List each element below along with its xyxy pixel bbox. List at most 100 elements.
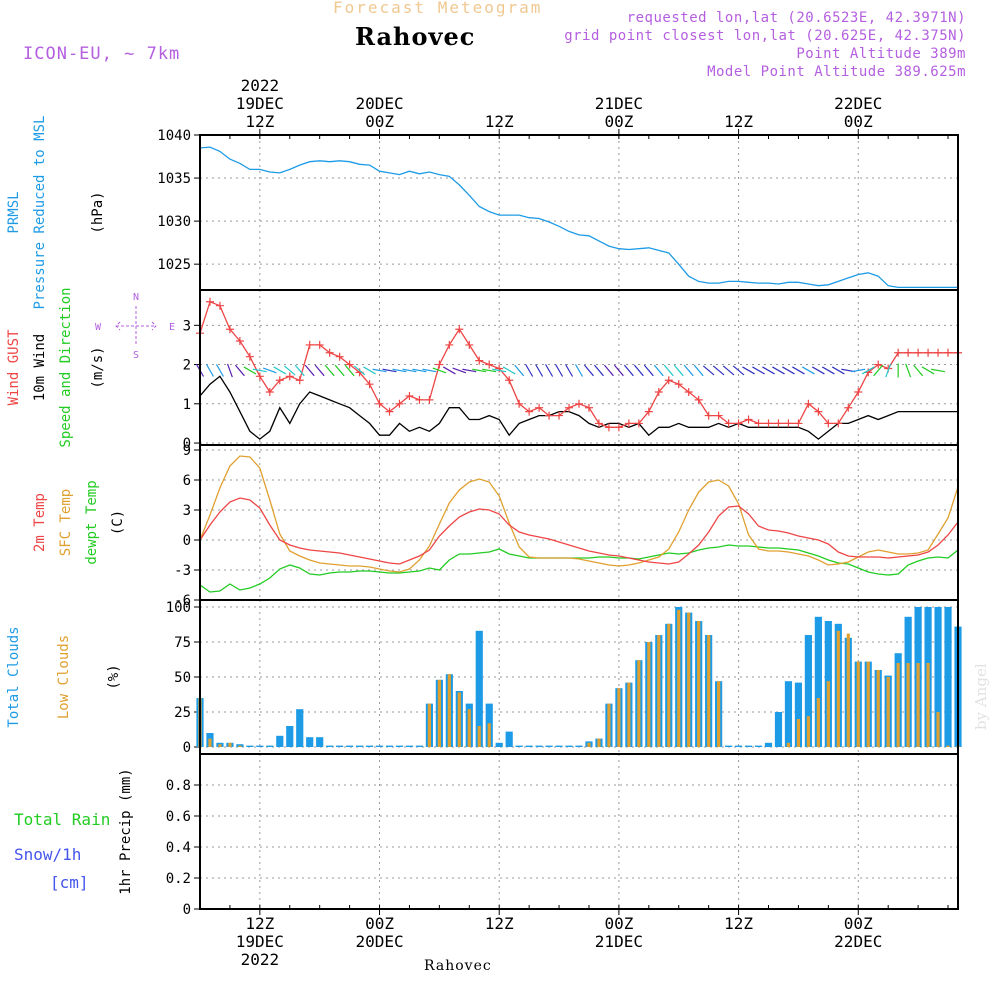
gust-marker bbox=[694, 395, 703, 404]
requested-coords: requested lon,lat (20.6523E, 42.3971N) bbox=[626, 10, 966, 26]
gust-marker bbox=[814, 407, 823, 416]
wind-arrow bbox=[555, 364, 564, 377]
y-tick-label: 100 bbox=[166, 600, 191, 616]
wind-arrow bbox=[603, 364, 614, 377]
total-cloud-bar bbox=[306, 737, 314, 747]
total-cloud-bar bbox=[346, 745, 354, 747]
gust-marker bbox=[215, 301, 224, 310]
panel-frame bbox=[199, 289, 959, 446]
y-tick-label: 0.2 bbox=[166, 871, 191, 887]
low-cloud-bar bbox=[607, 703, 611, 747]
gust-marker bbox=[684, 388, 693, 397]
panel-label: dewpt Temp bbox=[84, 480, 100, 564]
total-cloud-bar bbox=[375, 745, 384, 747]
total-cloud-bar bbox=[286, 726, 294, 747]
gust-marker bbox=[654, 388, 663, 397]
y-tick-label: 3 bbox=[183, 503, 191, 519]
product-title: Forecast Meteogram bbox=[333, 0, 543, 17]
bottom-time-label: 12Z bbox=[485, 914, 514, 933]
y-tick-label: 0 bbox=[183, 436, 191, 452]
wind-arrow bbox=[693, 364, 704, 377]
bottom-time-label: 12Z bbox=[724, 914, 753, 933]
gust-marker bbox=[515, 399, 524, 408]
wind-arrow bbox=[931, 368, 946, 373]
total-cloud-bar bbox=[505, 731, 513, 747]
gust-marker bbox=[904, 348, 913, 357]
wind-arrow bbox=[304, 364, 315, 377]
gust-marker bbox=[794, 419, 803, 428]
y-tick-label: 0.4 bbox=[166, 840, 191, 856]
gust-marker bbox=[335, 352, 344, 361]
wind-arrow bbox=[263, 367, 277, 374]
wind-arrow bbox=[752, 366, 765, 375]
model-label: ICON-EU, ~ 7km bbox=[23, 44, 181, 64]
low-cloud-bar bbox=[806, 716, 810, 747]
total-cloud-bar bbox=[754, 745, 763, 747]
wind-arrow bbox=[623, 364, 634, 377]
gust-marker bbox=[295, 376, 304, 385]
gust-marker bbox=[275, 376, 284, 385]
gust-marker bbox=[744, 415, 753, 424]
wind-arrow bbox=[643, 364, 654, 377]
panel-label: 10m Wind bbox=[32, 334, 48, 401]
wind-arrow bbox=[831, 366, 845, 375]
gust-marker bbox=[784, 419, 793, 428]
low-cloud-bar bbox=[936, 712, 940, 747]
total-cloud-bar bbox=[415, 745, 424, 747]
footer-location: Rahovec bbox=[424, 958, 492, 974]
low-cloud-bar bbox=[457, 692, 461, 747]
gust-marker bbox=[285, 372, 294, 381]
y-tick-label: -3 bbox=[174, 563, 191, 579]
panel-pressure bbox=[194, 134, 959, 291]
wind-arrow bbox=[742, 366, 755, 375]
wind-arrow bbox=[905, 363, 912, 378]
panel-label: Total Clouds bbox=[6, 626, 22, 727]
total-cloud-bar bbox=[565, 745, 573, 747]
low-cloud-bar bbox=[826, 681, 830, 747]
total-cloud-bar bbox=[256, 745, 264, 747]
panel-wind bbox=[115, 289, 962, 446]
bottom-time-label: 19DEC bbox=[236, 932, 284, 951]
wind-arrow bbox=[502, 366, 516, 375]
wind-arrow bbox=[273, 366, 287, 375]
total-cloud-bar bbox=[326, 745, 334, 747]
wind-arrow bbox=[252, 368, 267, 373]
gust-marker bbox=[704, 411, 713, 420]
low-cloud-bar bbox=[427, 703, 431, 747]
wind-arrow bbox=[294, 364, 305, 377]
panel-label: (%) bbox=[106, 664, 122, 689]
total-cloud-bar bbox=[525, 745, 533, 747]
total-cloud-bar bbox=[495, 742, 503, 747]
gust-marker bbox=[924, 348, 933, 357]
y-tick-label: 9 bbox=[183, 443, 191, 459]
gust-marker bbox=[365, 380, 374, 389]
gust-marker bbox=[754, 419, 763, 428]
wind-arrow bbox=[702, 365, 715, 376]
wind-arrow bbox=[334, 364, 345, 377]
wind-arrow bbox=[802, 366, 815, 375]
total-cloud-bar bbox=[276, 735, 284, 747]
wind-arrow bbox=[574, 364, 584, 377]
wind-arrow bbox=[873, 364, 884, 377]
low-cloud-bar bbox=[697, 621, 701, 747]
total-cloud-bar bbox=[475, 630, 483, 747]
wind-arrow bbox=[372, 368, 387, 373]
wind-arrow bbox=[885, 363, 892, 378]
total-cloud-bar bbox=[535, 745, 543, 747]
low-cloud-bar bbox=[896, 663, 900, 747]
low-cloud-bar bbox=[437, 679, 441, 747]
gust-marker bbox=[854, 388, 863, 397]
top-time-label: 12Z bbox=[485, 112, 514, 131]
wind-arrow bbox=[683, 364, 694, 377]
gust-marker bbox=[315, 340, 324, 349]
total-cloud-bar bbox=[575, 745, 583, 747]
total-cloud-bar bbox=[794, 682, 803, 747]
gust-marker bbox=[774, 419, 783, 428]
low-cloud-bar bbox=[846, 633, 850, 747]
panel-clouds bbox=[194, 599, 962, 755]
gust-marker bbox=[475, 356, 484, 365]
panel-frame bbox=[199, 134, 959, 291]
gust-marker bbox=[834, 419, 843, 428]
low-cloud-bar bbox=[866, 661, 870, 747]
wind-arrow bbox=[344, 364, 355, 377]
